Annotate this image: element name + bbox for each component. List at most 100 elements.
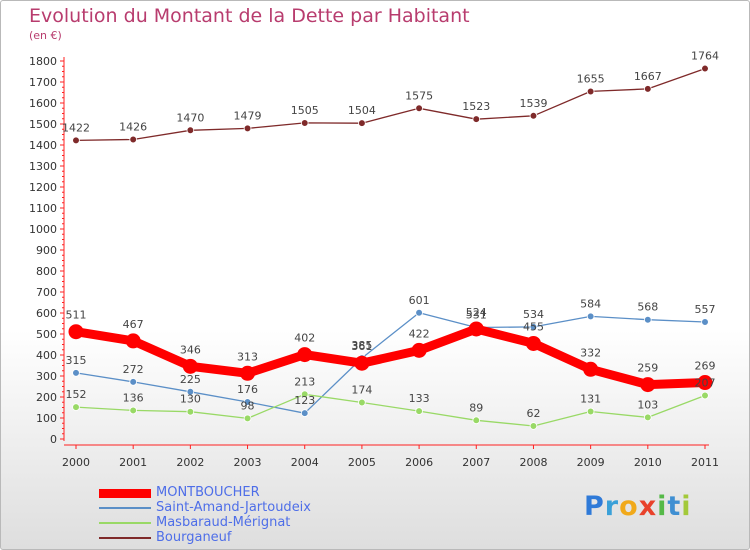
data-point — [125, 333, 141, 349]
x-tick-label: 2005 — [348, 456, 376, 469]
data-point — [529, 323, 538, 331]
data-label: 531 — [466, 308, 487, 321]
data-label: 1422 — [62, 121, 90, 134]
y-tick-label: 1100 — [29, 202, 57, 215]
data-label: 213 — [294, 375, 315, 388]
data-label: 1470 — [176, 111, 204, 124]
data-label: 524 — [466, 306, 487, 319]
data-label: 422 — [409, 327, 430, 340]
logo-letter: i — [681, 491, 692, 522]
y-tick-label: 400 — [36, 349, 57, 362]
logo-letter: P — [584, 491, 605, 522]
chart-legend: MONTBOUCHER Saint-Amand-Jartoudeix Masbara… — [99, 485, 399, 546]
legend-swatch — [99, 537, 151, 539]
data-point — [297, 347, 313, 363]
data-point — [300, 390, 309, 399]
data-label: 1479 — [234, 109, 262, 122]
legend-item: Bourganeuf — [99, 530, 399, 546]
logo-letter: o — [619, 491, 639, 522]
y-tick-label: 300 — [36, 370, 57, 383]
data-point — [182, 358, 198, 374]
x-tick-label: 2008 — [519, 456, 547, 469]
data-point — [701, 318, 709, 326]
data-label: 1539 — [519, 97, 547, 110]
data-point — [240, 365, 256, 381]
legend-swatch — [99, 507, 151, 509]
data-label: 62 — [526, 407, 540, 420]
data-point — [697, 375, 713, 391]
logo-letter: r — [604, 491, 620, 522]
data-label: 269 — [695, 360, 716, 373]
y-tick-label: 500 — [36, 328, 57, 341]
x-tick-label: 2003 — [234, 456, 262, 469]
data-label: 130 — [180, 393, 201, 406]
series-line — [71, 324, 710, 390]
data-point — [68, 324, 84, 340]
data-point — [529, 422, 538, 430]
legend-item: Saint-Amand-Jartoudeix — [99, 500, 399, 516]
data-label: 1764 — [691, 50, 719, 63]
data-point — [586, 407, 595, 416]
data-point — [529, 112, 538, 120]
data-point — [644, 85, 652, 93]
data-label: 133 — [409, 392, 430, 405]
x-tick-label: 2000 — [62, 456, 90, 469]
data-point — [701, 64, 709, 73]
series-line — [75, 393, 706, 427]
x-tick-label: 2011 — [691, 456, 719, 469]
y-tick-label: 900 — [36, 244, 57, 257]
series-line — [75, 67, 706, 142]
y-tick-label: 0 — [50, 433, 57, 446]
chart-unit-label: (en €) — [29, 29, 62, 42]
data-point — [411, 342, 427, 358]
y-tick-label: 1600 — [29, 97, 57, 110]
data-label: 534 — [523, 308, 544, 321]
chart-title: Evolution du Montant de la Dette par Hab… — [29, 5, 470, 27]
y-tick-label: 1200 — [29, 181, 57, 194]
data-point — [586, 87, 595, 96]
data-label: 176 — [237, 383, 258, 396]
data-point — [640, 377, 656, 393]
data-label: 1426 — [119, 121, 147, 134]
logo-letter: x — [638, 491, 658, 522]
data-point — [72, 136, 80, 145]
data-point — [243, 124, 252, 133]
data-point — [583, 361, 599, 377]
data-point — [300, 409, 309, 417]
data-label: 361 — [351, 340, 372, 353]
legend-swatch — [99, 488, 151, 498]
data-point — [354, 355, 370, 371]
y-tick-label: 1700 — [29, 76, 57, 89]
y-tick-label: 1000 — [29, 223, 57, 236]
y-tick-label: 600 — [36, 307, 57, 320]
data-point — [129, 378, 137, 386]
data-label: 207 — [695, 377, 716, 390]
data-point — [525, 335, 541, 351]
y-tick-label: 1300 — [29, 160, 57, 173]
data-label: 1504 — [348, 104, 376, 117]
data-point — [472, 115, 481, 123]
data-label: 557 — [695, 303, 716, 316]
x-tick-label: 2001 — [119, 456, 147, 469]
x-tick-label: 2010 — [634, 456, 662, 469]
data-label: 385 — [351, 339, 372, 352]
data-label: 259 — [637, 362, 658, 375]
data-point — [472, 416, 481, 425]
y-tick-label: 1400 — [29, 139, 57, 152]
data-label: 313 — [237, 350, 258, 363]
data-label: 568 — [637, 301, 658, 314]
data-point — [644, 315, 652, 324]
data-label: 1523 — [462, 100, 490, 113]
legend-item: Masbaraud-Mérignat — [99, 515, 399, 531]
data-label: 103 — [637, 398, 658, 411]
logo-letter: i — [657, 491, 668, 522]
legend-label: MONTBOUCHER — [156, 485, 260, 500]
data-point — [300, 119, 309, 127]
y-tick-label: 1800 — [29, 55, 57, 68]
y-tick-label: 100 — [36, 412, 57, 425]
legend-label: Bourganeuf — [156, 530, 232, 545]
y-tick-label: 800 — [36, 265, 57, 278]
data-label: 136 — [123, 391, 144, 404]
data-label: 455 — [523, 320, 544, 333]
